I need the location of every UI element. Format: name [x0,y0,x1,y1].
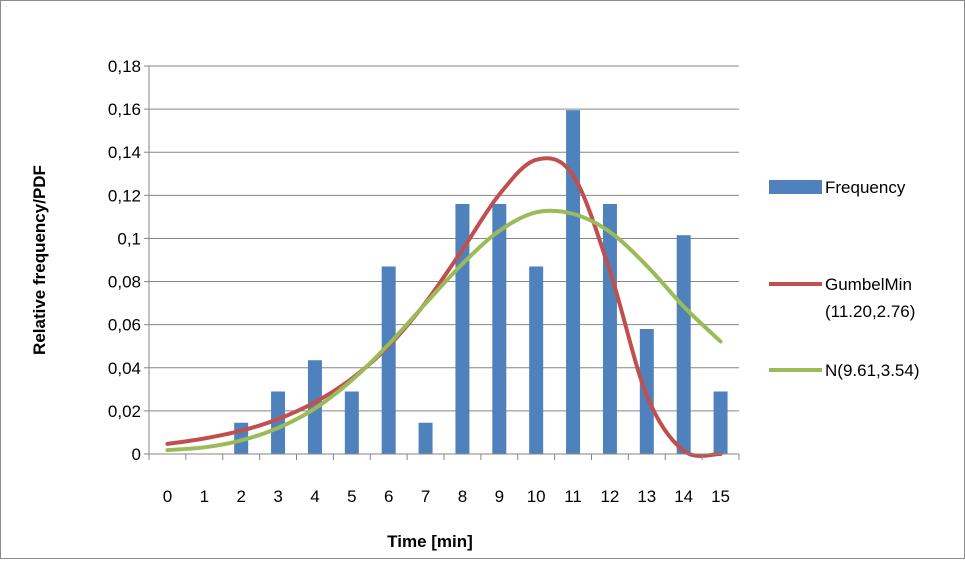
bar-series [234,110,728,454]
y-tick-label: 0,04 [108,359,141,378]
y-axis-label: Relative frequency/PDF [30,165,49,355]
y-tick-label: 0,02 [108,402,141,421]
x-tick-label: 9 [495,487,504,506]
x-tick-label: 5 [347,487,356,506]
frequency-bar [418,422,433,454]
frequency-bar [602,203,617,454]
axes [144,65,740,460]
x-tick-label: 14 [674,487,693,506]
frequency-bar [271,391,286,454]
x-tick-label: 15 [711,487,730,506]
x-tick-label: 7 [421,487,430,506]
frequency-bar [676,235,691,454]
normal-line [165,208,723,453]
x-tick-label: 10 [527,487,546,506]
x-tick-label: 3 [273,487,282,506]
x-tick-label: 11 [564,487,582,506]
frequency-bar [566,110,581,454]
x-tick-label: 13 [637,487,656,506]
y-tick-label: 0 [132,445,141,464]
x-tick-label: 6 [384,487,393,506]
line-series [165,156,723,458]
x-tick-label: 4 [310,487,319,506]
frequency-bar [381,266,396,454]
y-tick-label: 0,12 [108,186,141,205]
legend-label: Frequency [825,178,906,197]
frequency-bar [344,391,359,454]
x-tick-label: 0 [163,487,172,506]
y-tick-label: 0,06 [108,316,141,335]
y-tick-label: 0,08 [108,273,141,292]
legend: Frequency GumbelMin (11.20,2.76) N(9.61,3.5… [769,178,920,380]
gridlines [149,65,739,412]
y-tick-label: 0,14 [108,143,141,162]
y-tick-label: 0,16 [108,100,141,119]
tick-labels: 00,020,040,060,080,10,120,140,160,180 1 2 3… [108,57,730,506]
x-tick-label: 2 [236,487,245,506]
frequency-bar [492,203,507,454]
y-tick-label: 0,1 [117,229,141,248]
legend-swatch-frequency [769,180,822,194]
x-tick-label: 12 [600,487,619,506]
legend-label: N(9.61,3.54) [825,361,920,380]
frequency-bar [713,391,728,454]
y-tick-label: 0,18 [108,57,141,76]
frequency-bar [529,266,544,454]
legend-label: GumbelMin [825,275,912,294]
legend-label: (11.20,2.76) [825,302,915,321]
gumbelmin-line [165,156,723,458]
x-axis-label: Time [min] [387,532,473,551]
x-tick-label: 1 [200,487,209,506]
x-tick-label: 8 [458,487,467,506]
